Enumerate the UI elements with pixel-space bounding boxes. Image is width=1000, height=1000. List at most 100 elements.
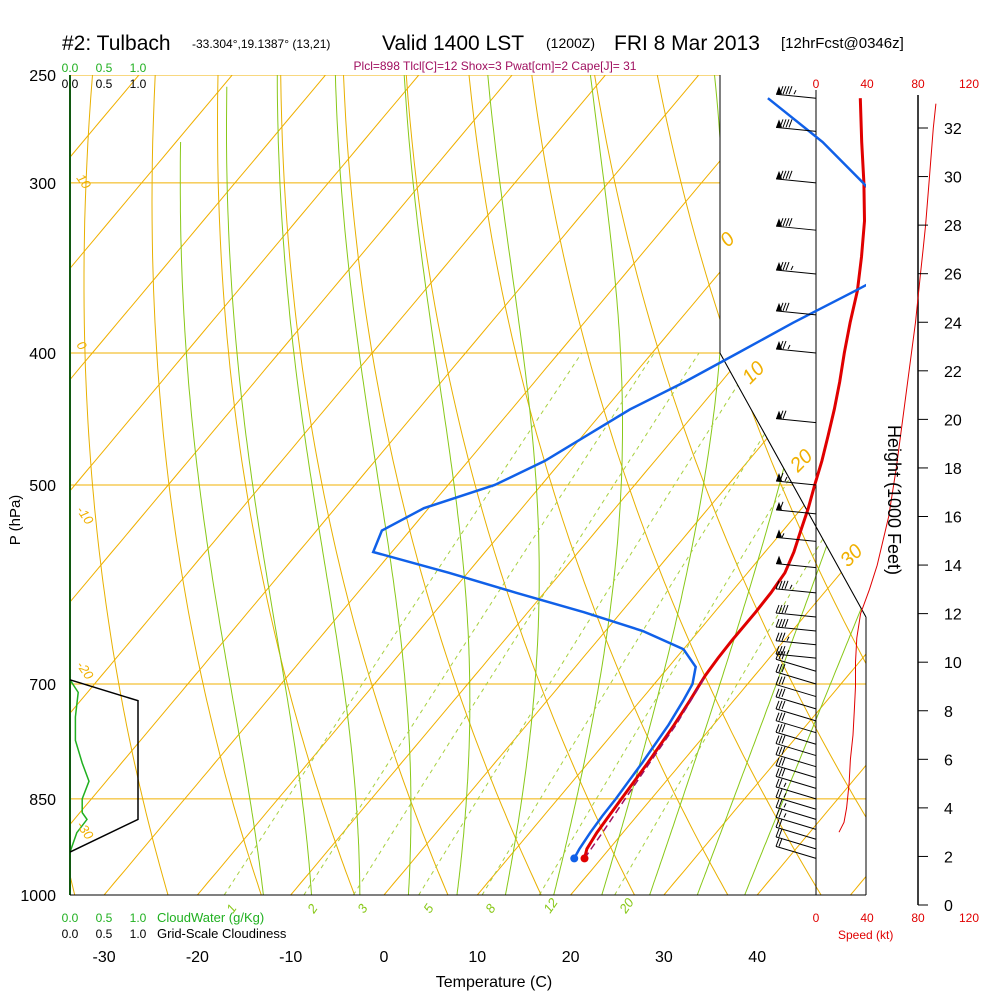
wind-barb-full (781, 580, 786, 590)
y-axis-label: P (hPa) (7, 495, 24, 546)
wind-barb (775, 778, 817, 800)
wind-barb (775, 580, 817, 594)
wind-barb (775, 555, 817, 569)
wind-barb-full (778, 778, 783, 788)
dry-adiabat-line (342, 75, 542, 895)
wind-barb (775, 768, 817, 789)
wind-barb-staff (775, 720, 817, 734)
isotherm-line (70, 75, 700, 826)
wind-barb-staff (775, 671, 817, 685)
dry-adiabat-line (656, 75, 866, 665)
wind-barb-full (784, 604, 789, 614)
speed-tick-label-bottom: 40 (860, 911, 874, 925)
surface-dewpoint-dot (570, 854, 579, 863)
wind-barb-half (783, 792, 787, 798)
title-forecast: [12hrFcst@0346z] (781, 35, 904, 52)
speed-tick-label-top: 120 (959, 77, 979, 91)
cloudiness-tick-top: 1.0 (130, 77, 147, 91)
wind-barb (775, 218, 817, 231)
wind-barb-full (784, 618, 789, 628)
wind-barb-full (779, 86, 784, 95)
height-tick-label: 24 (944, 315, 962, 332)
title-utc: (1200Z) (546, 35, 595, 51)
moist-adiabat-line (403, 75, 471, 895)
wind-barb-full (781, 735, 786, 744)
speed-tick-label-bottom: 120 (959, 911, 979, 925)
wind-barb-full (781, 632, 786, 641)
height-axis-label: Height (1000 Feet) (884, 425, 904, 575)
wind-barb (775, 757, 817, 779)
wind-barb-staff (775, 612, 817, 618)
wind-barb (775, 170, 817, 184)
mixing-ratio-label: 12 (540, 895, 561, 916)
dry-adiabat-line (594, 75, 866, 819)
isotherm-label: -20 (74, 658, 98, 683)
temperature-profile (583, 98, 866, 859)
wind-barb-full (775, 688, 780, 698)
wind-barb-staff (775, 708, 817, 722)
wind-barb-staff (775, 563, 817, 569)
moist-adiabat-line (276, 75, 361, 895)
height-tick-label: 16 (944, 510, 962, 527)
wind-barb-half (783, 803, 787, 808)
height-tick-label: 12 (944, 607, 962, 624)
wind-barb-full (781, 688, 786, 698)
wind-barb-full (778, 700, 783, 710)
wind-barb-staff (775, 418, 817, 424)
wind-barb-half (790, 265, 794, 271)
wind-barb-full (782, 261, 787, 271)
height-tick-label: 20 (944, 412, 962, 429)
temperature-tick-label: 20 (562, 949, 580, 966)
wind-barb-full (775, 663, 780, 673)
wind-barb-full (781, 757, 786, 766)
wind-barb-staff (775, 588, 817, 594)
wind-barb (775, 712, 817, 734)
wind-barb-full (775, 809, 780, 818)
wind-barb-staff (775, 178, 817, 184)
temperature-tick-label: 10 (468, 949, 486, 966)
frame-boundary-line (719, 75, 867, 618)
wind-barb (775, 86, 817, 99)
wind-barb-full (782, 170, 787, 180)
wind-barb-full (788, 218, 793, 227)
temperature-tick-label: 0 (380, 949, 389, 966)
wind-barb-full (785, 261, 790, 271)
cloud-water-tick-top: 0.5 (96, 61, 113, 75)
wind-barb-full (775, 789, 780, 798)
pressure-tick-label: 300 (29, 176, 56, 193)
wind-barb-full (781, 618, 786, 628)
wind-barb-half (789, 584, 793, 590)
wind-barb-full (781, 712, 786, 721)
cloud-water-tick-bottom: 0.5 (96, 911, 113, 925)
isotherm-line (70, 75, 420, 492)
speed-tick-label-bottom: 0 (813, 911, 820, 925)
wind-barb-full (778, 651, 783, 660)
isotherm-label: 0 (74, 338, 91, 353)
wind-barb-staff (775, 731, 817, 745)
temperature-tick-label: -30 (93, 949, 116, 966)
wind-barb-full (781, 768, 786, 777)
wind-barb-full (779, 472, 784, 482)
wind-barb-staff (775, 836, 817, 850)
wind-barb-full (782, 86, 787, 95)
height-tick-label: 32 (944, 121, 962, 138)
wind-barb-full (785, 119, 790, 128)
speed-tick-label-top: 40 (860, 77, 874, 91)
x-axis-label: Temperature (C) (436, 974, 552, 991)
wind-barb-full (785, 86, 790, 95)
wind-barb-full (775, 645, 780, 655)
mixing-ratio-line (303, 352, 655, 895)
mixing-ratio-label: 3 (354, 901, 371, 916)
isotherm-line (476, 430, 866, 895)
wind-barb-staff (775, 626, 817, 632)
cloudiness-tick-top: 0.0 (62, 77, 79, 91)
height-tick-label: 26 (944, 267, 962, 284)
height-tick-label: 30 (944, 170, 962, 187)
wind-barb-staff (775, 653, 817, 659)
cloudiness-label: Grid-Scale Cloudiness (157, 926, 287, 941)
wind-barb-full (775, 700, 780, 710)
wind-barb (775, 119, 817, 132)
wind-barbs (775, 86, 817, 859)
wind-barb-staff (775, 310, 817, 316)
